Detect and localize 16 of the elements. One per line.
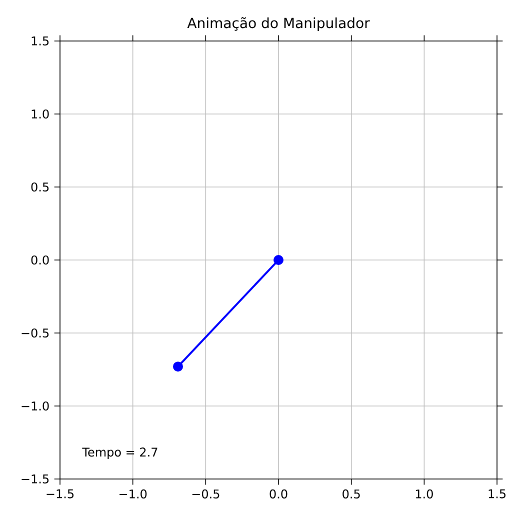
y-tick-label: −0.5	[22, 328, 49, 338]
y-tick-label: −1.0	[22, 401, 49, 411]
x-tick-label: 1.0	[416, 489, 433, 498]
x-tick-label: 0.5	[342, 489, 360, 498]
y-tick-label: 1.5	[32, 36, 49, 46]
x-tick-label: −1.5	[46, 489, 74, 498]
x-tick-label: −1.0	[120, 489, 147, 498]
y-tick-label: 0.0	[31, 255, 49, 265]
x-tick-label: 1.5	[488, 489, 506, 498]
x-tick-label: −0.5	[192, 489, 220, 498]
chart-title: Animação do Manipulador	[187, 17, 370, 31]
annotation: Tempo = 2.7	[82, 448, 158, 459]
x-tick-label: 0.0	[270, 489, 288, 498]
y-tick-label: 1.0	[32, 109, 49, 119]
y-tick-label: −1.5	[22, 474, 49, 484]
y-tick-label: 0.5	[31, 182, 49, 192]
